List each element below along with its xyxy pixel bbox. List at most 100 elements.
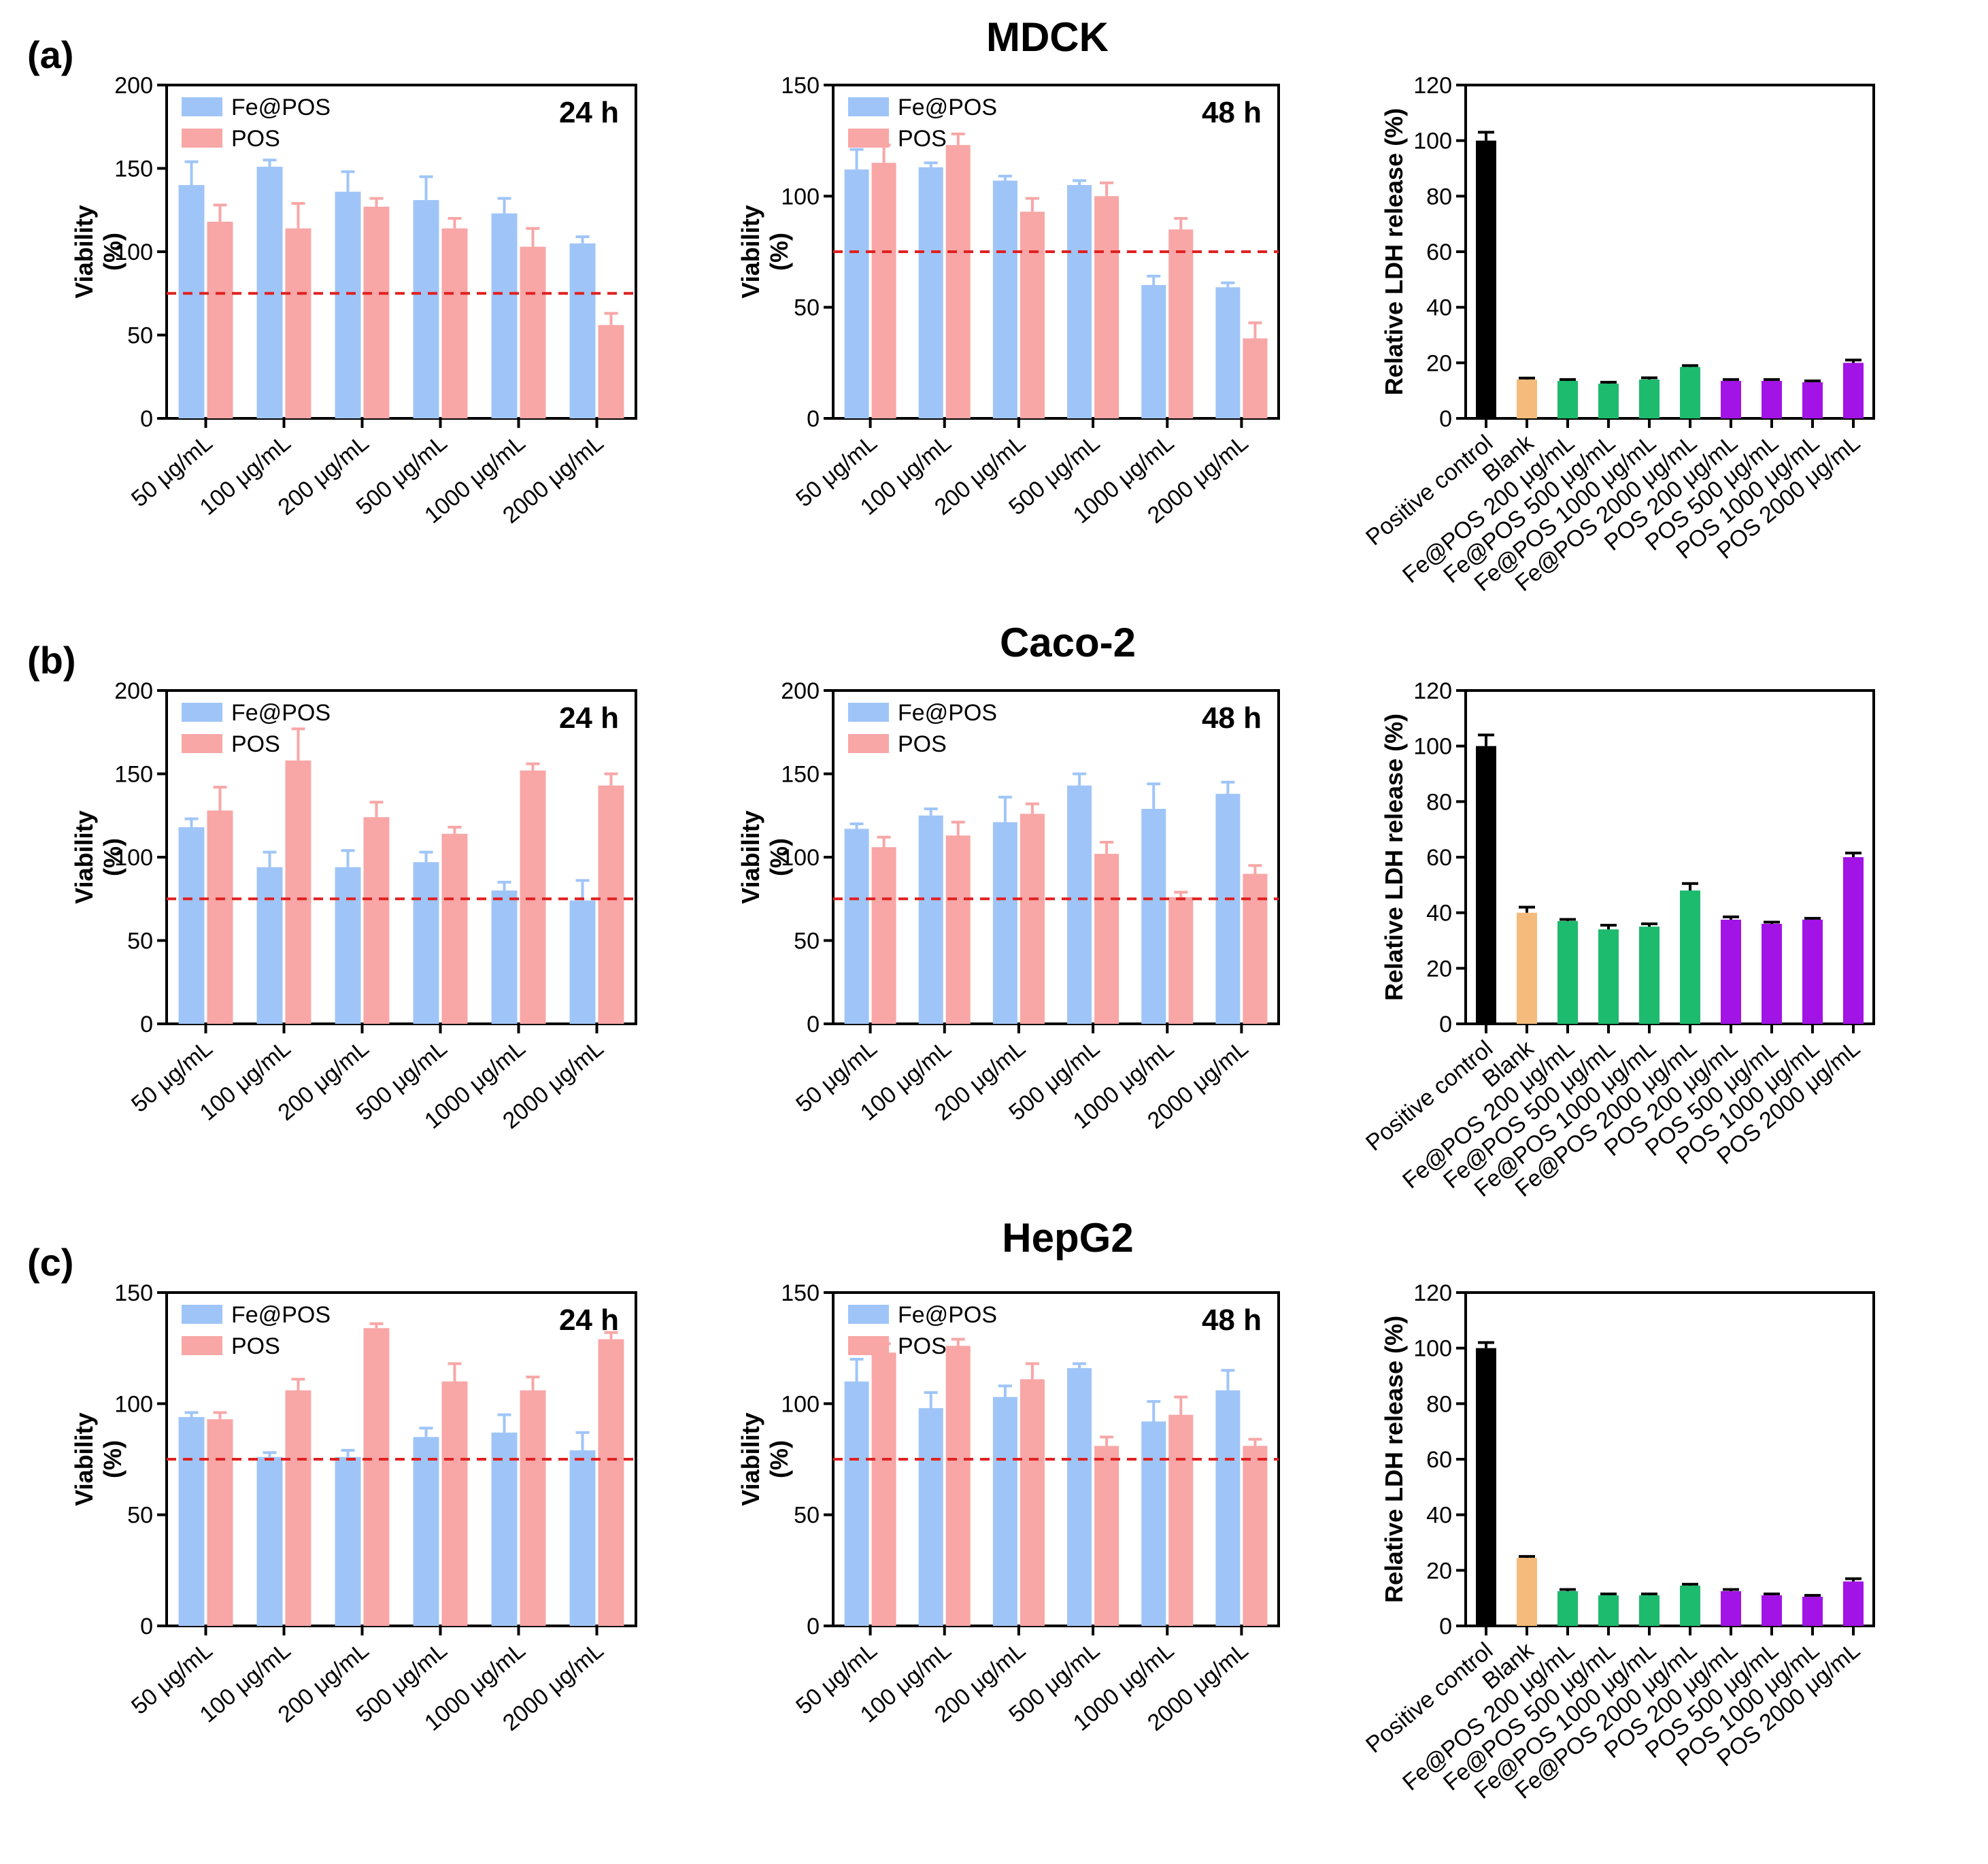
y-tick-label: 0 bbox=[140, 1614, 153, 1640]
bar-pos-500-g-ml bbox=[1762, 1595, 1782, 1626]
bar-pos-200-g-ml bbox=[1020, 1379, 1045, 1626]
y-tick-label: 100 bbox=[114, 1391, 153, 1417]
y-tick-label: 0 bbox=[140, 1012, 153, 1037]
y-tick-label: 100 bbox=[781, 845, 820, 871]
bar-positive-control bbox=[1476, 746, 1496, 1024]
bar-pos-50-g-ml bbox=[871, 847, 896, 1024]
y-axis-label-line: (%) bbox=[99, 838, 127, 876]
bar-blank bbox=[1517, 379, 1537, 418]
y-tick-label: 80 bbox=[1426, 1391, 1452, 1417]
row-c-header: (c) HepG2 bbox=[27, 1215, 1134, 1284]
time-label: 48 h bbox=[1202, 1303, 1262, 1337]
bar-fe-pos-2000-g-ml bbox=[1680, 891, 1700, 1024]
y-tick-label: 150 bbox=[114, 156, 153, 182]
bar-pos-2000-g-ml bbox=[1243, 338, 1268, 418]
bar-fe-pos-50-g-ml bbox=[178, 827, 205, 1024]
bar-fe-pos-200-g-ml bbox=[992, 180, 1017, 418]
row-a-header: (a) MDCK bbox=[27, 14, 1109, 76]
bar-fe-pos-2000-g-ml bbox=[569, 243, 596, 418]
bar-pos-500-g-ml bbox=[1094, 854, 1119, 1024]
bar-pos-500-g-ml bbox=[441, 833, 468, 1024]
bar-pos-100-g-ml bbox=[945, 1346, 971, 1626]
y-tick-label: 50 bbox=[794, 295, 820, 321]
row-title-hepg2: HepG2 bbox=[1002, 1215, 1133, 1261]
legend-label-pos: POS bbox=[231, 126, 280, 152]
y-axis-label-line: Relative LDH release (%) bbox=[1380, 1316, 1408, 1603]
bar-pos-100-g-ml bbox=[945, 835, 971, 1024]
bar-fe-pos-100-g-ml bbox=[256, 1457, 283, 1626]
bar-pos-2000-g-ml bbox=[598, 785, 624, 1024]
bar-fe-pos-200-g-ml bbox=[1557, 1591, 1578, 1626]
bar-pos-500-g-ml bbox=[441, 228, 468, 418]
bar-pos-1000-g-ml bbox=[1802, 919, 1823, 1024]
y-tick-label: 150 bbox=[781, 1280, 820, 1306]
y-tick-label: 120 bbox=[1413, 678, 1452, 704]
bar-fe-pos-1000-g-ml bbox=[1639, 379, 1660, 418]
y-tick-label: 80 bbox=[1426, 789, 1452, 815]
bar-fe-pos-500-g-ml bbox=[413, 200, 439, 418]
legend-label-fe-pos: Fe@POS bbox=[898, 1302, 997, 1328]
bar-fe-pos-50-g-ml bbox=[178, 185, 205, 418]
bar-fe-pos-200-g-ml bbox=[335, 191, 361, 418]
bar-pos-50-g-ml bbox=[207, 810, 233, 1024]
bar-fe-pos-200-g-ml bbox=[992, 1397, 1017, 1626]
y-tick-label: 120 bbox=[1413, 1280, 1452, 1306]
bar-fe-pos-100-g-ml bbox=[918, 1408, 943, 1626]
y-tick-label: 200 bbox=[114, 73, 153, 99]
y-axis-label-line: (%) bbox=[99, 1440, 127, 1478]
bar-pos-100-g-ml bbox=[945, 145, 971, 418]
bar-fe-pos-1000-g-ml bbox=[1141, 808, 1166, 1024]
bar-pos-1000-g-ml bbox=[1802, 382, 1823, 418]
bar-pos-1000-g-ml bbox=[520, 246, 546, 418]
time-label: 24 h bbox=[559, 701, 619, 735]
bar-blank bbox=[1517, 1557, 1537, 1626]
time-label: 24 h bbox=[559, 96, 619, 129]
bar-fe-pos-200-g-ml bbox=[335, 1457, 361, 1626]
y-axis-label: Viability(%) bbox=[737, 205, 793, 298]
legend-label-fe-pos: Fe@POS bbox=[231, 1302, 331, 1328]
panel-letter-c: (c) bbox=[27, 1241, 73, 1284]
bar-fe-pos-100-g-ml bbox=[256, 867, 283, 1024]
legend-swatch-pos bbox=[848, 129, 889, 148]
bar-pos-200-g-ml bbox=[1020, 212, 1045, 418]
bar-fe-pos-50-g-ml bbox=[844, 169, 869, 418]
bar-fe-pos-2000-g-ml bbox=[1680, 1585, 1700, 1626]
bar-fe-pos-1000-g-ml bbox=[491, 891, 518, 1024]
bar-pos-1000-g-ml bbox=[520, 770, 546, 1024]
y-tick-label: 200 bbox=[114, 678, 153, 704]
y-tick-label: 0 bbox=[1439, 1614, 1452, 1640]
bar-fe-pos-1000-g-ml bbox=[491, 213, 518, 418]
bar-fe-pos-2000-g-ml bbox=[569, 900, 596, 1024]
y-tick-label: 100 bbox=[1413, 129, 1452, 154]
y-axis-label: Viability(%) bbox=[70, 1412, 127, 1505]
bar-pos-500-g-ml bbox=[1094, 196, 1119, 418]
y-axis-label: Relative LDH release (%) bbox=[1380, 1316, 1408, 1603]
y-tick-label: 40 bbox=[1426, 1503, 1452, 1529]
y-axis-label-line: Viability bbox=[737, 1412, 764, 1505]
panel-letter-a: (a) bbox=[27, 33, 73, 76]
bar-pos-50-g-ml bbox=[871, 1352, 896, 1626]
bar-fe-pos-500-g-ml bbox=[1598, 929, 1619, 1024]
legend-swatch-fe-pos bbox=[182, 97, 222, 116]
panel-letter-b: (b) bbox=[27, 639, 76, 682]
y-axis-label-line: (%) bbox=[765, 838, 793, 876]
bar-pos-1000-g-ml bbox=[1168, 229, 1194, 418]
y-tick-label: 80 bbox=[1426, 184, 1452, 210]
legend-label-pos: POS bbox=[898, 1333, 947, 1359]
y-tick-label: 150 bbox=[114, 762, 153, 788]
y-tick-label: 20 bbox=[1426, 956, 1452, 982]
y-tick-label: 0 bbox=[807, 406, 820, 432]
bar-pos-500-g-ml bbox=[1762, 924, 1782, 1024]
bar-pos-500-g-ml bbox=[441, 1381, 468, 1626]
time-label: 48 h bbox=[1202, 701, 1262, 735]
y-axis-label-line: Relative LDH release (%) bbox=[1380, 108, 1408, 395]
y-tick-label: 150 bbox=[781, 762, 820, 788]
y-tick-label: 150 bbox=[114, 1280, 153, 1306]
